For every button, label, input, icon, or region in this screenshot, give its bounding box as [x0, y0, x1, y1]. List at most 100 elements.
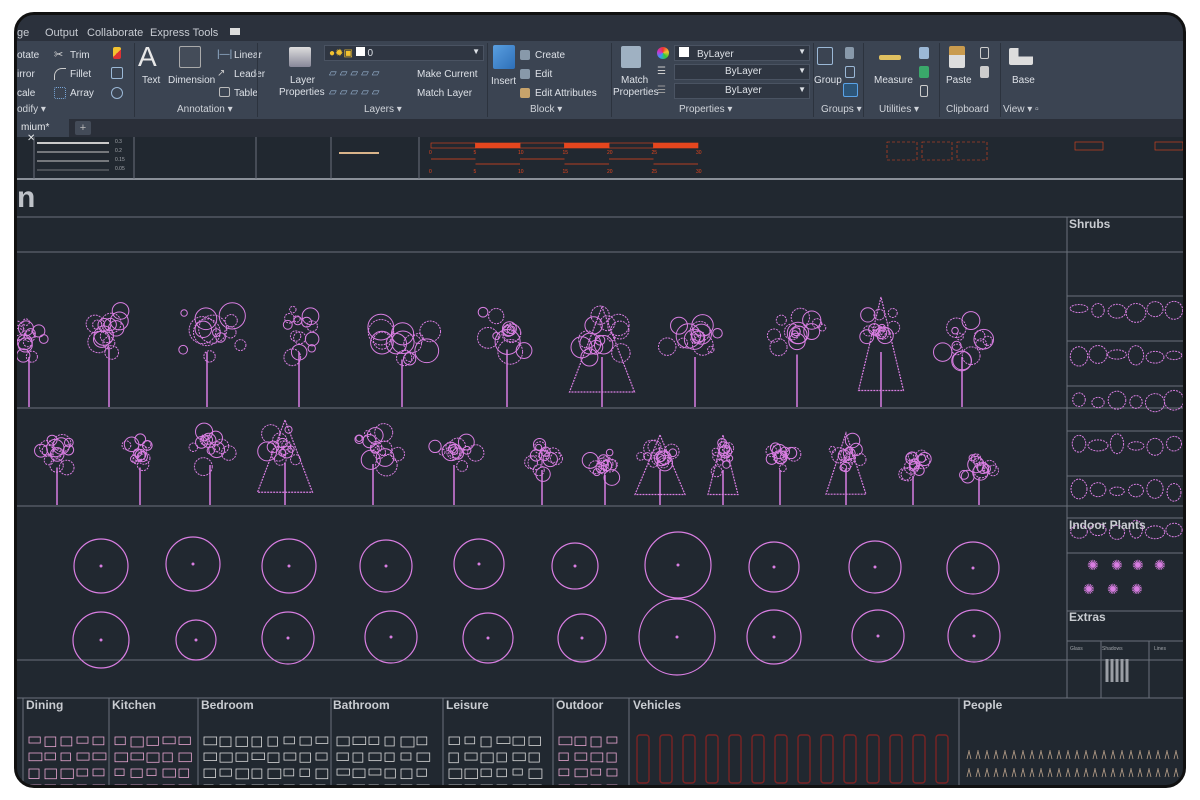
rotate-button[interactable]: otate [17, 50, 40, 61]
tree-elevation [306, 320, 318, 332]
ungroup-icon[interactable] [845, 47, 854, 59]
tree-elevation [690, 334, 700, 344]
layer-properties-label[interactable]: Layer [290, 75, 316, 86]
tree-elevation-small [967, 455, 985, 474]
trim-button[interactable]: Trim [70, 50, 90, 61]
hatch-sample [886, 141, 918, 161]
group-button[interactable]: Group [814, 75, 842, 86]
dining-block [92, 784, 106, 785]
properties-panel-label[interactable]: Properties ▾ [679, 104, 733, 115]
layer-tools-row-2[interactable]: ▱▱▱▱▱ [329, 87, 383, 98]
layer-dropdown[interactable]: ●✹▣ 0 ▼ [324, 45, 484, 61]
tree-elevation [104, 345, 120, 360]
leisure-block [480, 752, 494, 764]
select-all-icon[interactable] [919, 66, 929, 78]
tree-elevation [790, 330, 799, 338]
block-panel-label[interactable]: Block ▾ [530, 104, 563, 115]
tree-elevation [607, 333, 616, 342]
linear-button[interactable]: Linear [234, 50, 262, 61]
person-block [984, 768, 990, 778]
workspace-toggle-icon[interactable] [230, 28, 240, 35]
base-button[interactable]: Base [1012, 75, 1035, 86]
tree-elevation [93, 325, 114, 346]
array-button[interactable]: Array [70, 88, 94, 99]
bedroom-block [315, 752, 328, 761]
create-block-button[interactable]: Create [535, 50, 566, 61]
scale-tick-label: 20 [607, 150, 613, 156]
quick-select-icon[interactable] [919, 47, 929, 59]
kitchen-block [114, 784, 127, 785]
person-block [1128, 750, 1134, 760]
calculator-icon[interactable] [920, 85, 928, 97]
document-tab[interactable]: mium* ✕ [17, 119, 69, 144]
cut-icon[interactable] [980, 47, 989, 59]
dining-block [92, 736, 105, 746]
table-button[interactable]: Table [234, 88, 258, 99]
person-block [1074, 750, 1080, 760]
layer-lock-icon: ▣ [343, 48, 353, 59]
groups-panel-label[interactable]: Groups ▾ [821, 104, 862, 115]
lineweight-label-4: 0.05 [115, 166, 125, 172]
close-tab-icon[interactable]: ✕ [27, 133, 36, 144]
tree-elevation [180, 309, 188, 317]
new-tab-button[interactable]: + [75, 121, 91, 135]
shrub [1128, 483, 1144, 498]
drawing-canvas[interactable]: ✺ ✺ ✺ ✺ ✺ ✺ ✺ n Shrubs Indoor Plants Extras Gl… [17, 137, 1183, 785]
dining-block [60, 784, 73, 785]
layers-panel-label[interactable]: Layers ▾ [364, 104, 402, 115]
lineweight-dropdown[interactable]: ByLayer ▼ [674, 83, 810, 99]
annotation-panel-label[interactable]: Annotation ▾ [177, 104, 233, 115]
tab-output[interactable]: Output [45, 27, 79, 39]
fillet-button[interactable]: Fillet [70, 69, 92, 80]
outdoor-block [606, 784, 618, 785]
3-center [772, 565, 776, 569]
kitchen-block [178, 752, 192, 763]
tree-elevation-small [840, 448, 853, 462]
modify-panel-label[interactable]: odify ▾ [17, 104, 46, 115]
tree-elevation-small [462, 445, 472, 455]
text-button[interactable]: Text [142, 75, 161, 86]
match-properties-label[interactable]: Match [621, 75, 649, 86]
shrub [1089, 523, 1107, 537]
scale-button[interactable]: cale [17, 88, 36, 99]
copy-icon[interactable] [111, 67, 123, 79]
erase-icon[interactable] [113, 47, 121, 59]
measure-button[interactable]: Measure [874, 75, 913, 86]
offset-icon[interactable] [111, 87, 123, 99]
paste-button[interactable]: Paste [946, 75, 972, 86]
color-dropdown[interactable]: ByLayer ▼ [674, 45, 810, 61]
copy-clip-icon[interactable] [980, 66, 989, 78]
utilities-panel-label[interactable]: Utilities ▾ [879, 104, 920, 115]
tree-elevation [975, 338, 988, 351]
group-edit-icon[interactable] [845, 66, 855, 78]
0-center [971, 566, 975, 570]
kitchen-block [162, 784, 175, 785]
dimension-button[interactable]: Dimension [168, 75, 216, 86]
view-panel-label[interactable]: View ▾ ▫ [1003, 104, 1039, 115]
tab-express-tools[interactable]: Express Tools [150, 27, 219, 39]
layer-properties-label-2[interactable]: Properties [279, 87, 325, 98]
tab-collaborate[interactable]: Collaborate [87, 27, 144, 39]
leader-button[interactable]: Leader [234, 69, 266, 80]
make-current-button[interactable]: Make Current [417, 69, 478, 80]
bathroom-block [384, 768, 396, 779]
tree-elevation [786, 321, 810, 345]
layer-tools-row-1[interactable]: ▱▱▱▱▱ [329, 68, 383, 79]
edit-attributes-button[interactable]: Edit Attributes [535, 88, 597, 99]
tab-manage[interactable]: ge [17, 27, 30, 39]
3-center [580, 636, 584, 640]
vehicle-block [774, 734, 788, 784]
match-layer-button[interactable]: Match Layer [417, 88, 473, 99]
shrub [1163, 389, 1183, 411]
person-block [1137, 750, 1143, 760]
match-properties-label-2[interactable]: Properties [613, 87, 659, 98]
edit-block-button[interactable]: Edit [535, 69, 553, 80]
insert-button[interactable]: Insert [491, 76, 517, 87]
linetype-dropdown[interactable]: ByLayer ▼ [674, 64, 810, 80]
group-selection-icon[interactable] [843, 83, 858, 97]
tree-elevation [290, 343, 308, 361]
shrub [1070, 524, 1088, 539]
scale-tick-label: 15 [562, 150, 569, 156]
tree-elevation-small [535, 443, 543, 451]
mirror-button[interactable]: irror [17, 69, 35, 80]
